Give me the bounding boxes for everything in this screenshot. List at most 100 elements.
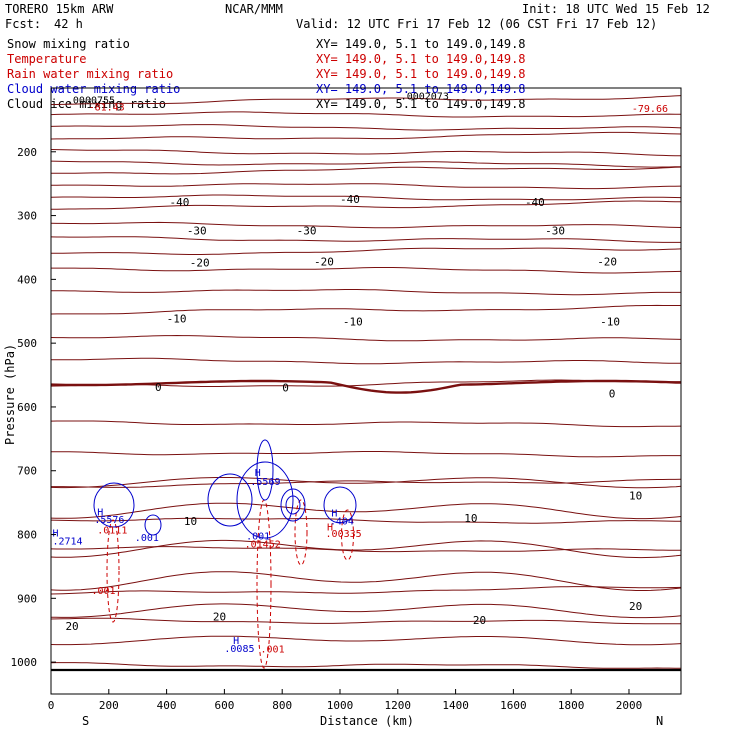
valid-time: Valid: 12 UTC Fri 17 Feb 12 (06 CST Fri … <box>296 17 657 31</box>
temperature-contour <box>50 477 682 489</box>
temperature-label: -10 <box>343 315 363 328</box>
extremum-label: H <box>327 523 333 534</box>
temperature-label: 10 <box>629 489 642 502</box>
extremum-label: -81.43 <box>89 102 125 113</box>
x-axis-south-label: S <box>82 714 89 728</box>
field-name: Temperature <box>7 52 86 66</box>
field-xy: XY= 149.0, 5.1 to 149.0,149.8 <box>316 82 526 96</box>
extremum-label: H <box>233 636 239 647</box>
temperature-label: 0 <box>155 381 162 394</box>
x-tick-label: 1400 <box>442 699 469 712</box>
temperature-label: -40 <box>525 196 545 209</box>
temperature-contours <box>50 95 682 669</box>
temperature-contour <box>50 124 682 131</box>
field-xy: XY= 149.0, 5.1 to 149.0,149.8 <box>316 52 526 66</box>
temperature-contour <box>51 289 681 296</box>
temperature-labels: -40 -40 -40 -30 -30 -30 -20 -20 -20 -10 -10 -10 0 0 0 1… <box>65 193 642 633</box>
extremum-label: H <box>331 509 337 520</box>
x-tick-label: 1800 <box>558 699 585 712</box>
temperature-contour <box>51 166 682 175</box>
x-tick-label: 200 <box>99 699 119 712</box>
temperature-label: 10 <box>464 512 477 525</box>
temperature-contour <box>50 357 682 365</box>
extremum-label: .5569 <box>250 477 280 488</box>
temperature-label: -20 <box>314 255 334 268</box>
temperature-contour <box>50 304 681 315</box>
temperature-contour <box>51 451 681 458</box>
y-tick-label: 800 <box>17 529 37 542</box>
field-xy: XY= 149.0, 5.1 to 149.0,149.8 <box>316 37 526 51</box>
x-tick-label: 1600 <box>500 699 527 712</box>
model-name: TORERO 15km ARW <box>5 2 114 16</box>
extremum-label: H <box>255 468 261 479</box>
temperature-contour <box>51 183 682 190</box>
temperature-label: -20 <box>190 257 210 270</box>
temperature-label: -10 <box>167 313 187 326</box>
cloud-water-contours <box>93 439 357 539</box>
extremum-label: .404 <box>330 516 354 527</box>
temperature-label: 20 <box>65 620 78 633</box>
temperature-contour <box>50 546 681 553</box>
temperature-contour <box>50 131 682 140</box>
plot-frame <box>50 87 682 695</box>
cloud-water-contour <box>236 461 294 539</box>
x-tick-label: 800 <box>272 699 292 712</box>
temperature-contour <box>50 160 682 168</box>
rain-contour <box>341 509 354 561</box>
temperature-contour <box>51 95 682 105</box>
temperature-contour <box>50 420 682 428</box>
center-name: NCAR/MMM <box>225 2 283 16</box>
field-name: Snow mixing ratio <box>7 37 130 51</box>
extremum-label: .001 <box>135 533 159 544</box>
y-tick-label: 1000 <box>11 656 38 669</box>
temperature-contour <box>50 586 682 595</box>
temperature-label: 0 <box>609 387 616 400</box>
y-axis-label: Pressure (hPa) <box>3 344 17 445</box>
extremum-label: H <box>97 507 103 518</box>
temperature-contour <box>51 267 682 274</box>
x-axis-north-label: N <box>656 714 663 728</box>
extremum-label: .0002073 <box>401 91 449 102</box>
temperature-contour <box>50 334 682 342</box>
cloud-water-contour <box>144 514 162 536</box>
extremum-label: .2714 <box>52 537 82 548</box>
y-tick-label: 700 <box>17 465 37 478</box>
cloud-water-contour <box>323 486 357 524</box>
extremum-label: -79.66 <box>632 104 668 115</box>
field-name: Rain water mixing ratio <box>7 67 173 81</box>
y-tick-label: 900 <box>17 592 37 605</box>
cloud-water-contour <box>280 488 306 522</box>
field-name: Cloud water mixing ratio <box>7 82 180 96</box>
plot-area: -40 -40 -40 -30 -30 -30 -20 -20 -20 -10 -10 -10 0 0 0 1… <box>50 87 682 695</box>
x-tick-label: 1200 <box>385 699 412 712</box>
cloud-water-contour <box>207 473 253 527</box>
temperature-label: -40 <box>169 196 189 209</box>
temperature-contour <box>50 221 682 229</box>
x-tick-label: 0 <box>48 699 55 712</box>
temperature-label: -30 <box>297 225 317 238</box>
temperature-contour <box>50 571 682 591</box>
temperature-contour <box>50 111 681 118</box>
temperature-contour <box>50 149 681 157</box>
temperature-label: -30 <box>187 225 207 238</box>
temperature-label: -10 <box>600 315 620 328</box>
freezing-level-contour <box>50 379 682 394</box>
temperature-label: -40 <box>340 193 360 206</box>
y-tick-label: 300 <box>17 210 37 223</box>
extremum-label: .001 <box>91 586 115 597</box>
extrema-labels: -81.43 -79.66.0000755.0002073H.2714H.5576… <box>52 91 668 655</box>
temperature-label: 0 <box>282 382 289 395</box>
rain-contour <box>294 499 308 566</box>
fcst-label: Fcst: <box>5 17 41 31</box>
extremum-label: .5576 <box>94 515 124 526</box>
temperature-contour <box>50 617 682 625</box>
field-xy: XY= 149.0, 5.1 to 149.0,149.8 <box>316 67 526 81</box>
x-tick-label: 1000 <box>327 699 354 712</box>
y-tick-label: 600 <box>17 401 37 414</box>
x-tick-label: 400 <box>157 699 177 712</box>
x-tick-label: 2000 <box>616 699 643 712</box>
extremum-label: .0111 <box>97 525 127 536</box>
y-tick-label: 200 <box>17 146 37 159</box>
init-time: Init: 18 UTC Wed 15 Feb 12 <box>522 2 710 16</box>
